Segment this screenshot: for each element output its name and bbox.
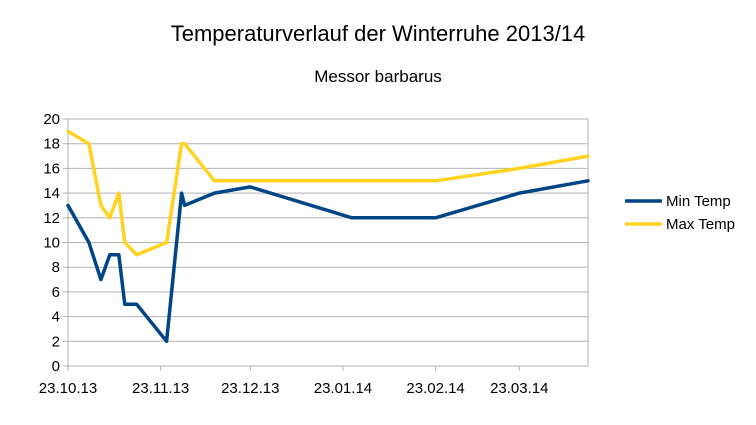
series-line-max-temp (66, 129, 590, 257)
y-tick-label: 16 (43, 160, 60, 177)
x-tick-label: 23.03.14 (490, 380, 548, 397)
x-tick-label: 23.02.14 (406, 380, 464, 397)
axes: 0 2 4 6 8 10 12 14 16 18 20 23.10.13 23.11.13 23.12.1… (39, 111, 589, 397)
legend-label: Min Temp (666, 193, 731, 210)
y-tick-label: 2 (52, 333, 60, 350)
y-tick-label: 4 (52, 309, 60, 326)
grid (68, 118, 588, 367)
y-tick-label: 6 (52, 284, 60, 301)
y-tick-label: 18 (43, 136, 60, 153)
legend-label: Max Temp (666, 216, 735, 233)
x-tick-label: 23.11.13 (132, 380, 189, 397)
y-tick-label: 10 (43, 235, 60, 252)
legend: Min Temp Max Temp (625, 193, 735, 233)
y-tick-label: 0 (52, 358, 60, 375)
y-tick-label: 8 (52, 259, 60, 276)
y-tick-label: 12 (43, 210, 60, 227)
series-line-min-temp (66, 179, 590, 344)
x-tick-label: 23.12.13 (221, 380, 279, 397)
chart-title: Temperaturverlauf der Winterruhe 2013/14 (171, 21, 586, 46)
y-tick-label: 20 (43, 111, 60, 128)
y-tick-label: 14 (43, 185, 60, 202)
x-tick-label: 23.01.14 (314, 380, 372, 397)
x-tick-label: 23.10.13 (39, 380, 97, 397)
series-lines (66, 129, 590, 344)
chart-subtitle: Messor barbarus (314, 67, 442, 86)
